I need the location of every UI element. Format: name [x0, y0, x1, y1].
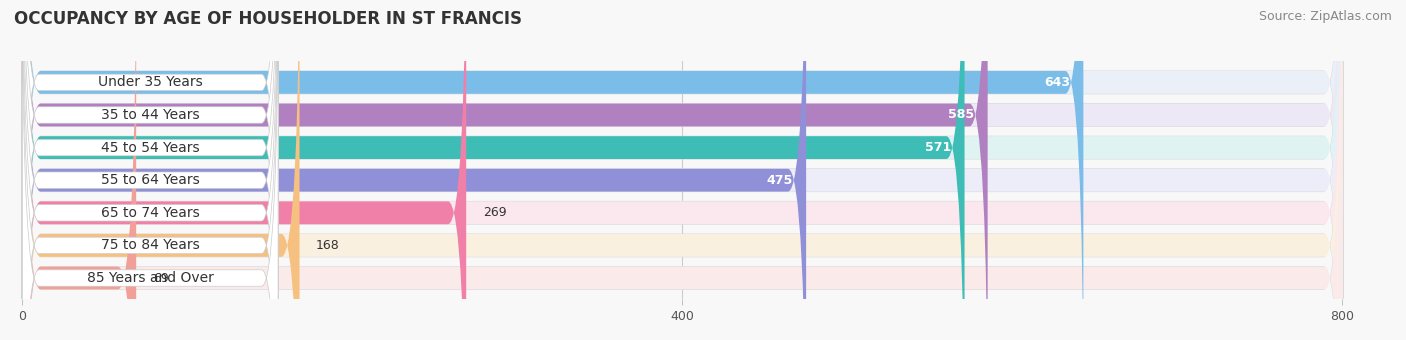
Text: 55 to 64 Years: 55 to 64 Years: [101, 173, 200, 187]
FancyBboxPatch shape: [22, 0, 278, 340]
FancyBboxPatch shape: [22, 0, 467, 340]
Text: 585: 585: [948, 108, 974, 121]
Text: OCCUPANCY BY AGE OF HOUSEHOLDER IN ST FRANCIS: OCCUPANCY BY AGE OF HOUSEHOLDER IN ST FR…: [14, 10, 522, 28]
Text: 85 Years and Over: 85 Years and Over: [87, 271, 214, 285]
FancyBboxPatch shape: [22, 0, 965, 340]
Text: 643: 643: [1045, 76, 1070, 89]
FancyBboxPatch shape: [21, 0, 1343, 340]
FancyBboxPatch shape: [22, 0, 1343, 340]
FancyBboxPatch shape: [22, 0, 136, 340]
FancyBboxPatch shape: [21, 0, 1343, 340]
FancyBboxPatch shape: [22, 0, 278, 340]
FancyBboxPatch shape: [22, 0, 278, 340]
FancyBboxPatch shape: [21, 0, 1343, 340]
FancyBboxPatch shape: [22, 0, 1343, 340]
FancyBboxPatch shape: [22, 0, 278, 340]
FancyBboxPatch shape: [22, 0, 1343, 340]
Text: 269: 269: [482, 206, 506, 219]
Text: 75 to 84 Years: 75 to 84 Years: [101, 238, 200, 252]
FancyBboxPatch shape: [21, 0, 1343, 340]
FancyBboxPatch shape: [22, 0, 299, 340]
Text: 168: 168: [316, 239, 340, 252]
Text: Under 35 Years: Under 35 Years: [98, 75, 202, 89]
FancyBboxPatch shape: [22, 0, 278, 340]
FancyBboxPatch shape: [22, 0, 987, 340]
FancyBboxPatch shape: [21, 0, 1343, 340]
FancyBboxPatch shape: [22, 0, 806, 340]
FancyBboxPatch shape: [21, 0, 1343, 340]
FancyBboxPatch shape: [22, 0, 1084, 340]
FancyBboxPatch shape: [22, 0, 1343, 340]
FancyBboxPatch shape: [22, 0, 1343, 340]
Text: 69: 69: [153, 272, 169, 285]
FancyBboxPatch shape: [22, 0, 1343, 340]
FancyBboxPatch shape: [22, 0, 278, 340]
FancyBboxPatch shape: [22, 0, 1343, 340]
FancyBboxPatch shape: [21, 0, 1343, 340]
Text: 571: 571: [925, 141, 952, 154]
Text: 65 to 74 Years: 65 to 74 Years: [101, 206, 200, 220]
Text: Source: ZipAtlas.com: Source: ZipAtlas.com: [1258, 10, 1392, 23]
Text: 475: 475: [766, 174, 793, 187]
Text: 35 to 44 Years: 35 to 44 Years: [101, 108, 200, 122]
FancyBboxPatch shape: [22, 0, 278, 340]
Text: 45 to 54 Years: 45 to 54 Years: [101, 141, 200, 155]
